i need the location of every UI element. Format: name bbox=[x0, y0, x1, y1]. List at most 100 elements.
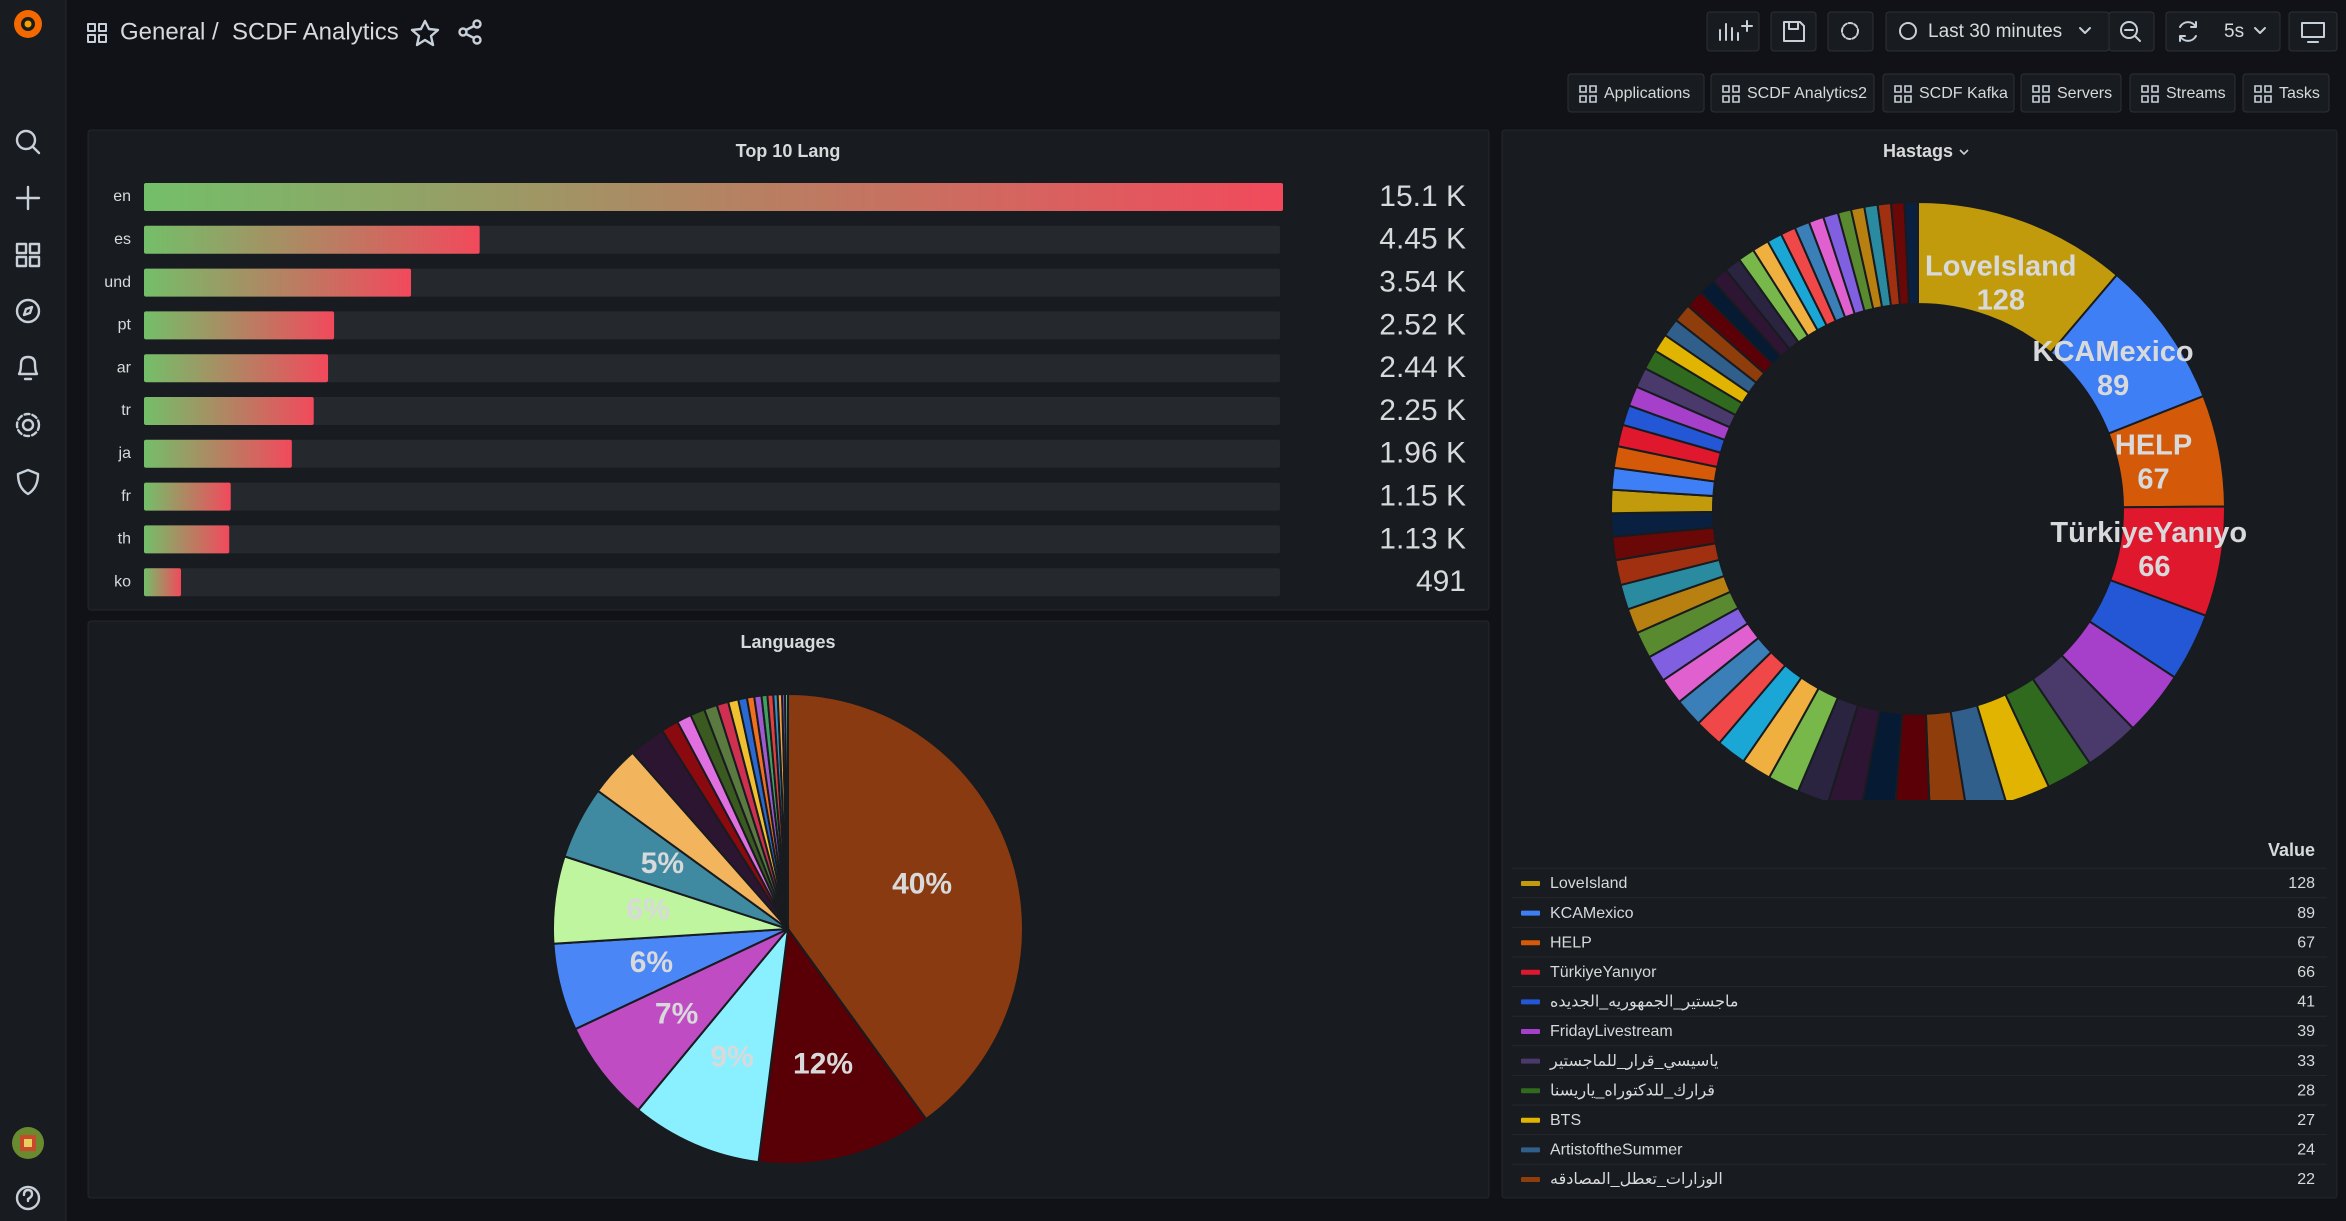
bar-track bbox=[144, 525, 1280, 554]
bar bbox=[144, 268, 412, 297]
sidebar bbox=[0, 0, 66, 1221]
donut-label: KCAMexico bbox=[2033, 336, 2194, 368]
breadcrumb-folder[interactable]: General bbox=[120, 18, 205, 45]
pie-label: 5% bbox=[641, 847, 684, 880]
dashboards-icon[interactable] bbox=[15, 242, 41, 268]
link-label[interactable]: Tasks bbox=[2279, 85, 2320, 102]
bar-track bbox=[144, 568, 1280, 597]
bar-value: 1.96 K bbox=[1379, 437, 1466, 470]
legend-name[interactable]: ArtistoftheSummer bbox=[1550, 1142, 1683, 1159]
refresh-interval[interactable]: 5s bbox=[2224, 21, 2244, 42]
settings-icon[interactable] bbox=[15, 412, 41, 438]
dashboard-link[interactable] bbox=[1882, 73, 2015, 113]
pie-slice[interactable] bbox=[757, 926, 928, 1165]
clock-icon bbox=[1899, 22, 1917, 40]
legend-name[interactable]: ماجستير_الجمهوريه_الجديده bbox=[1550, 994, 1738, 1012]
link-label[interactable]: SCDF Kafka bbox=[1919, 85, 2008, 102]
bar-label: und bbox=[104, 274, 131, 291]
pie-label: 12% bbox=[793, 1047, 853, 1080]
panel-title[interactable]: Languages bbox=[740, 632, 835, 652]
legend-name[interactable]: ياسيسي_قرار_للماجستير bbox=[1549, 1053, 1719, 1071]
user-avatar[interactable] bbox=[12, 1127, 44, 1159]
bar-track bbox=[144, 482, 1280, 511]
bar-track bbox=[144, 354, 1280, 383]
legend-name[interactable]: KCAMexico bbox=[1550, 905, 1634, 922]
legend-value: 89 bbox=[2297, 905, 2315, 922]
bar-label: ja bbox=[118, 445, 132, 462]
grafana-logo[interactable] bbox=[14, 10, 42, 38]
donut-label: TürkiyeYanıyor bbox=[2050, 517, 2258, 549]
link-icon bbox=[1579, 85, 1597, 103]
toolbar-button[interactable] bbox=[2108, 11, 2155, 52]
star-icon[interactable] bbox=[410, 19, 440, 47]
legend-swatch bbox=[1521, 1088, 1540, 1094]
bar bbox=[144, 311, 335, 340]
share-icon[interactable] bbox=[458, 19, 482, 45]
pie-label: 9% bbox=[710, 1040, 753, 1073]
explore-icon[interactable] bbox=[15, 298, 41, 324]
donut-value: 67 bbox=[2137, 464, 2169, 496]
toolbar-button[interactable] bbox=[2288, 11, 2338, 52]
panel-title[interactable]: Top 10 Lang bbox=[736, 141, 841, 161]
bar-track bbox=[144, 268, 1280, 297]
link-label[interactable]: Servers bbox=[2057, 85, 2112, 102]
bar-track bbox=[144, 311, 1280, 340]
toolbar-button[interactable] bbox=[2165, 11, 2281, 52]
legend-name[interactable]: الوزارات_تعطل_المصادقه bbox=[1550, 1171, 1723, 1189]
donut-value: 66 bbox=[2138, 551, 2170, 583]
shield-icon[interactable] bbox=[16, 468, 40, 496]
pie-slice[interactable] bbox=[784, 692, 789, 930]
donut-slice[interactable] bbox=[1903, 200, 1919, 306]
bar bbox=[144, 568, 182, 597]
create-icon[interactable] bbox=[15, 185, 41, 211]
dashboard-link[interactable] bbox=[1710, 73, 1875, 113]
donut-value: 128 bbox=[1977, 284, 2025, 316]
bar-label: fr bbox=[121, 488, 131, 505]
panel-title[interactable]: Hastags bbox=[1883, 141, 1953, 161]
bar-value: 3.54 K bbox=[1379, 266, 1466, 299]
legend-name[interactable]: LoveIsland bbox=[1550, 875, 1627, 892]
legend-name[interactable]: FridayLivestream bbox=[1550, 1023, 1673, 1040]
help-icon[interactable] bbox=[15, 1185, 41, 1211]
legend-swatch bbox=[1521, 999, 1540, 1005]
bar-value: 1.15 K bbox=[1379, 480, 1466, 513]
link-label[interactable]: SCDF Analytics2 bbox=[1747, 85, 1867, 102]
link-icon bbox=[2141, 85, 2159, 103]
legend-name[interactable]: قرارك_للدكتوراه_ياريسنا bbox=[1550, 1082, 1715, 1100]
bar-value: 2.44 K bbox=[1379, 351, 1466, 384]
legend-value: 28 bbox=[2297, 1082, 2315, 1099]
bar-value: 4.45 K bbox=[1379, 223, 1466, 256]
link-icon bbox=[2254, 85, 2272, 103]
breadcrumb-title[interactable]: SCDF Analytics bbox=[232, 18, 399, 45]
search-icon[interactable] bbox=[15, 129, 41, 155]
pie-slice[interactable] bbox=[787, 692, 1024, 1121]
legend-swatch bbox=[1521, 1029, 1540, 1034]
donut-label: LoveIsland bbox=[1925, 250, 2077, 282]
link-label[interactable]: Streams bbox=[2166, 85, 2226, 102]
legend-swatch bbox=[1521, 969, 1540, 975]
link-label[interactable]: Applications bbox=[1604, 85, 1690, 102]
bar-value: 2.25 K bbox=[1379, 394, 1466, 427]
legend-header[interactable]: Value bbox=[2268, 840, 2315, 860]
legend-swatch bbox=[1521, 1177, 1540, 1182]
legend-name[interactable]: BTS bbox=[1550, 1112, 1581, 1129]
dashboard-link[interactable] bbox=[1567, 73, 1705, 113]
link-icon bbox=[1894, 85, 1912, 103]
pie-slice[interactable] bbox=[636, 925, 790, 1164]
legend-value: 27 bbox=[2297, 1112, 2315, 1129]
bar-value: 491 bbox=[1416, 565, 1466, 598]
bar-label: ko bbox=[114, 573, 131, 590]
legend-name[interactable]: TürkiyeYanıyor bbox=[1550, 964, 1657, 981]
legend-name[interactable]: HELP bbox=[1550, 934, 1592, 951]
link-icon bbox=[2032, 85, 2050, 103]
chevron bbox=[2079, 27, 2091, 34]
pie-slice[interactable] bbox=[574, 928, 789, 1112]
bar-label: pt bbox=[118, 317, 132, 334]
time-range[interactable]: Last 30 minutes bbox=[1928, 21, 2062, 42]
toolbar-button[interactable] bbox=[1770, 11, 1817, 52]
bar-label: tr bbox=[121, 402, 131, 419]
alerting-icon[interactable] bbox=[17, 355, 39, 381]
legend-value: 24 bbox=[2297, 1142, 2315, 1159]
toolbar-button[interactable] bbox=[1827, 11, 1874, 52]
